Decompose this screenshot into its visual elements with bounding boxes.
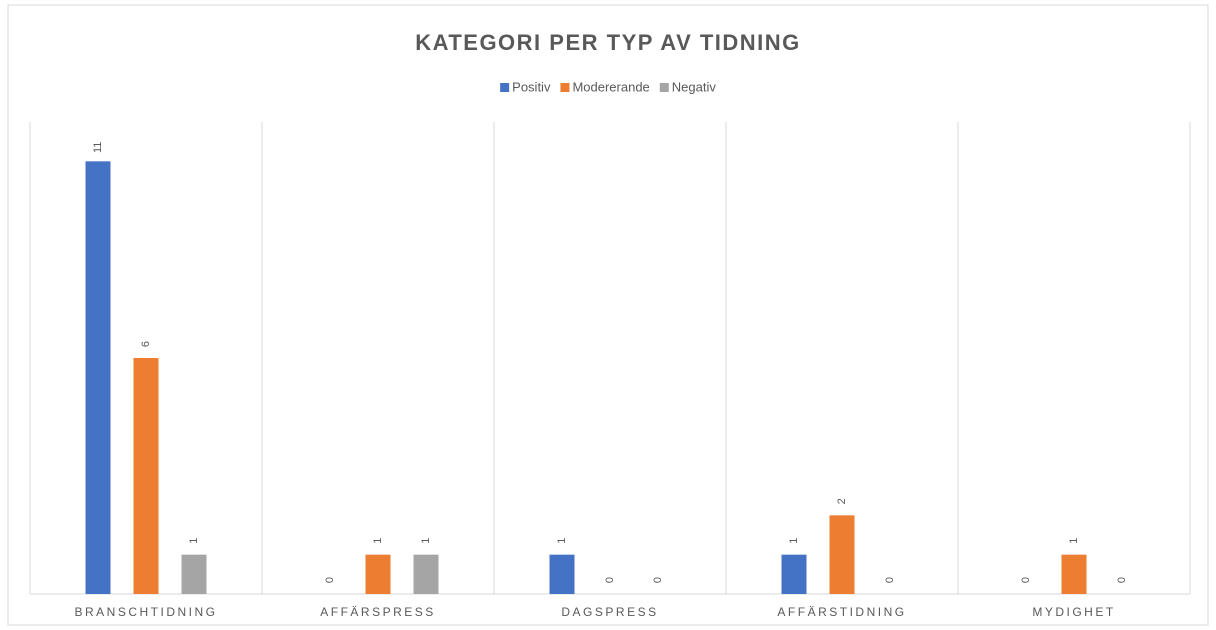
legend-label: Modererande: [572, 79, 649, 94]
legend-swatch: [659, 83, 669, 92]
x-tick-label: AFFÄRSPRESS: [320, 605, 436, 619]
chart-frame: [7, 4, 1209, 626]
data-label: 6: [140, 341, 152, 347]
legend-swatch: [500, 83, 510, 92]
x-tick-label: BRANSCHTIDNING: [74, 605, 217, 619]
data-label: 1: [556, 538, 568, 544]
legend: Positiv Modererande Negativ: [500, 79, 716, 94]
x-tick-label: AFFÄRSTIDNING: [777, 605, 906, 619]
x-tick-label: MYDIGHET: [1032, 605, 1115, 619]
bar: [413, 554, 439, 594]
data-label: 1: [1068, 538, 1080, 544]
data-label: 0: [884, 577, 896, 583]
bar: [133, 358, 159, 594]
data-label: 0: [604, 577, 616, 583]
legend-swatch: [560, 83, 570, 92]
x-tick-label: DAGSPRESS: [561, 605, 658, 619]
bar: [181, 554, 207, 594]
data-label: 1: [420, 538, 432, 544]
data-label: 1: [788, 538, 800, 544]
bar: [549, 554, 575, 594]
bar: [85, 161, 111, 595]
chart-title: KATEGORI PER TYP AV TIDNING: [415, 30, 801, 55]
bar: [1061, 554, 1087, 594]
legend-label: Negativ: [672, 79, 717, 94]
data-label: 0: [324, 577, 336, 583]
data-label: 11: [92, 142, 104, 153]
data-label: 0: [652, 577, 664, 583]
data-label: 0: [1020, 577, 1032, 583]
bar: [829, 515, 855, 594]
bar: [365, 554, 391, 594]
bar: [781, 554, 807, 594]
data-label: 0: [1116, 577, 1128, 583]
legend-label: Positiv: [512, 79, 551, 94]
data-label: 1: [188, 538, 200, 544]
data-label: 1: [372, 538, 384, 544]
data-label: 2: [836, 498, 848, 504]
